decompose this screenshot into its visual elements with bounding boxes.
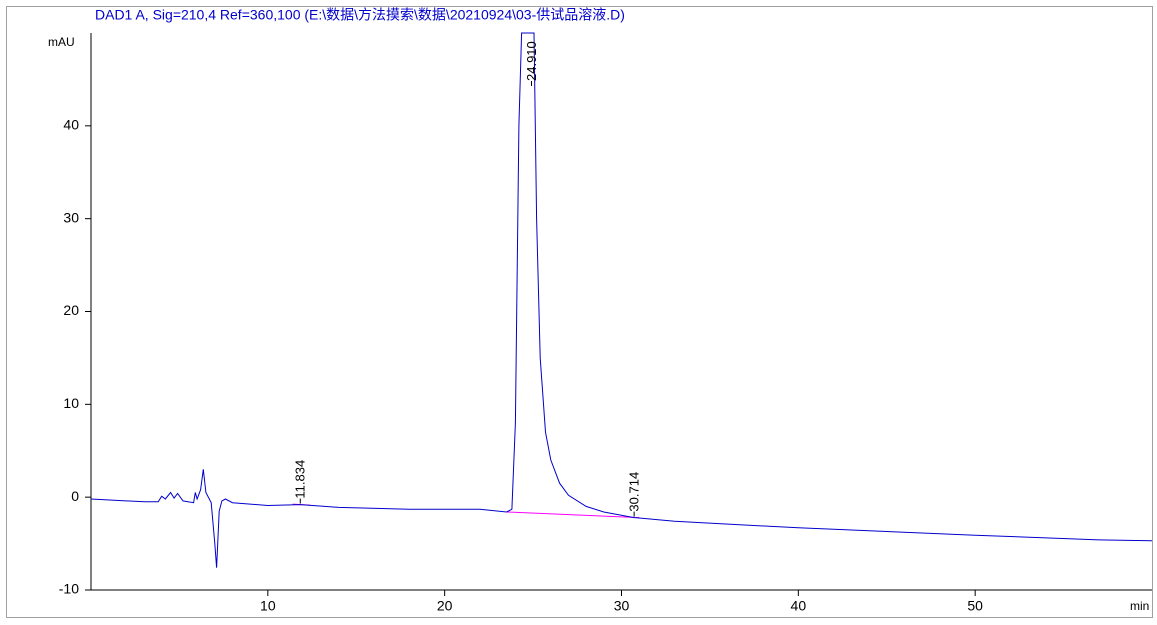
x-tick-label: 50 [967, 598, 983, 614]
peak-label: 24.910 [524, 41, 539, 81]
y-tick-label: 10 [63, 395, 79, 411]
peak-label: 30.714 [627, 472, 642, 512]
x-tick-label: 20 [437, 598, 453, 614]
y-tick-label: 20 [63, 302, 79, 318]
signal-trace [90, 32, 1153, 568]
peak-label: 11.834 [293, 460, 308, 499]
x-axis-label: min [1130, 599, 1149, 613]
chart-title: DAD1 A, Sig=210,4 Ref=360,100 (E:\数据\方法摸… [95, 7, 625, 23]
y-tick-label: 30 [63, 209, 79, 225]
y-tick-label: -10 [59, 581, 79, 597]
y-axis-label: mAU [48, 35, 75, 49]
y-tick-label: 0 [71, 488, 79, 504]
x-tick-label: 30 [614, 598, 630, 614]
x-tick-label: 40 [791, 598, 807, 614]
baseline [506, 511, 640, 519]
frame [6, 6, 1153, 618]
y-tick-label: 40 [63, 117, 79, 133]
x-tick-label: 10 [260, 598, 276, 614]
